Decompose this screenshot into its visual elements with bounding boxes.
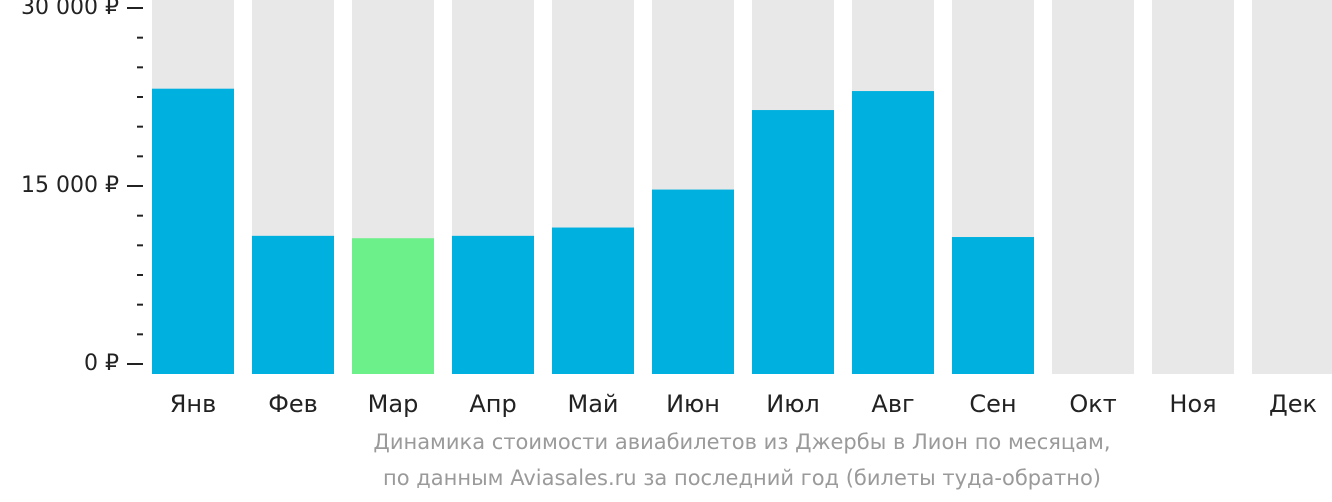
x-tick-label: Мар xyxy=(368,390,419,418)
y-tick-label: 0 ₽ xyxy=(84,351,119,376)
x-tick-label: Окт xyxy=(1069,390,1116,418)
x-tick-label: Авг xyxy=(871,390,914,418)
y-tick-label: 30 000 ₽ xyxy=(21,0,119,20)
bar-background xyxy=(1052,0,1134,374)
bar-background xyxy=(1152,0,1234,374)
bar xyxy=(352,238,434,374)
bar xyxy=(452,235,534,374)
x-tick-label: Янв xyxy=(170,390,217,418)
x-tick-label: Июн xyxy=(666,390,720,418)
bar xyxy=(152,88,234,375)
y-tick-label: 15 000 ₽ xyxy=(21,173,119,198)
x-tick-label: Апр xyxy=(469,390,516,418)
bar xyxy=(652,189,734,374)
bar-background xyxy=(1252,0,1332,374)
bar xyxy=(552,227,634,374)
x-tick-label: Ноя xyxy=(1169,390,1216,418)
y-axis: 0 ₽ 15 000 ₽ 30 000 ₽ xyxy=(21,0,143,376)
bar xyxy=(752,110,834,374)
x-tick-label: Сен xyxy=(969,390,1016,418)
data-bars xyxy=(152,88,1034,375)
bar xyxy=(252,235,334,374)
x-axis: Янв Фев Мар Апр Май Июн Июл Авг Сен Окт Ноя Дек xyxy=(170,390,1317,418)
chart-caption-line-2: по данным Aviasales.ru за последний год … xyxy=(383,466,1101,490)
x-tick-label: Дек xyxy=(1269,390,1317,418)
x-tick-label: Июл xyxy=(766,390,820,418)
bar xyxy=(852,91,934,375)
bar xyxy=(952,237,1034,374)
chart-caption-line-1: Динамика стоимости авиабилетов из Джербы… xyxy=(373,430,1111,454)
x-tick-label: Фев xyxy=(268,390,318,418)
x-tick-label: Май xyxy=(567,390,618,418)
